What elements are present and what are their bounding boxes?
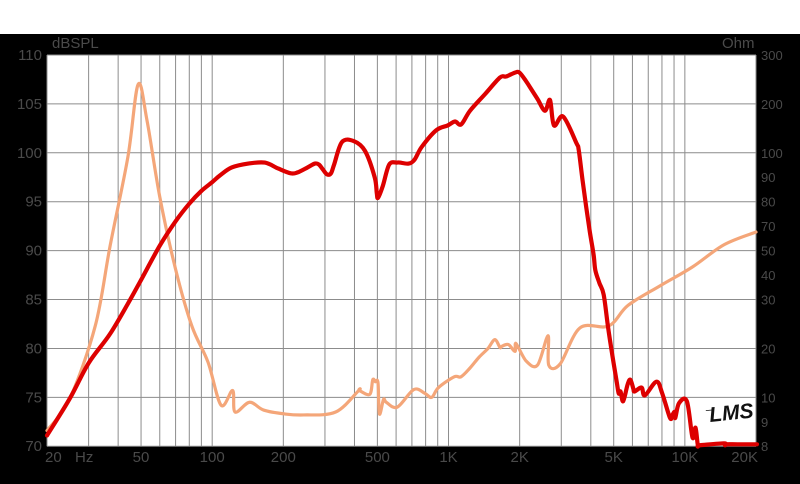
svg-text:110: 110	[18, 47, 42, 64]
svg-text:dBSPL: dBSPL	[52, 35, 99, 52]
svg-text:90: 90	[761, 170, 775, 185]
svg-text:70: 70	[761, 219, 775, 234]
svg-text:80: 80	[25, 340, 42, 357]
svg-text:90: 90	[25, 243, 42, 260]
svg-text:10K: 10K	[672, 449, 699, 466]
svg-text:40: 40	[761, 268, 775, 283]
svg-text:105: 105	[17, 96, 42, 113]
svg-text:50: 50	[761, 244, 775, 259]
svg-text:9: 9	[761, 415, 768, 430]
svg-text:200: 200	[761, 97, 783, 112]
svg-text:1K: 1K	[439, 449, 457, 466]
svg-text:100: 100	[761, 146, 783, 161]
svg-text:50: 50	[133, 449, 150, 466]
svg-text:30: 30	[761, 293, 775, 308]
svg-text:20: 20	[45, 449, 62, 466]
svg-text:Hz: Hz	[75, 449, 93, 466]
svg-text:Ohm: Ohm	[722, 35, 755, 52]
svg-text:10: 10	[761, 390, 775, 405]
svg-text:80: 80	[761, 195, 775, 210]
svg-text:500: 500	[365, 449, 390, 466]
svg-text:8: 8	[761, 439, 768, 454]
svg-text:300: 300	[761, 48, 783, 63]
svg-text:95: 95	[25, 194, 42, 211]
svg-text:75: 75	[25, 389, 42, 406]
svg-text:20: 20	[761, 341, 775, 356]
svg-text:LMS: LMS	[708, 399, 754, 427]
svg-text:85: 85	[25, 292, 42, 309]
svg-text:5K: 5K	[605, 449, 623, 466]
svg-text:200: 200	[271, 449, 296, 466]
svg-text:20K: 20K	[731, 449, 758, 466]
svg-text:100: 100	[17, 145, 42, 162]
svg-text:2K: 2K	[511, 449, 529, 466]
svg-text:100: 100	[200, 449, 225, 466]
svg-text:70: 70	[25, 438, 42, 455]
